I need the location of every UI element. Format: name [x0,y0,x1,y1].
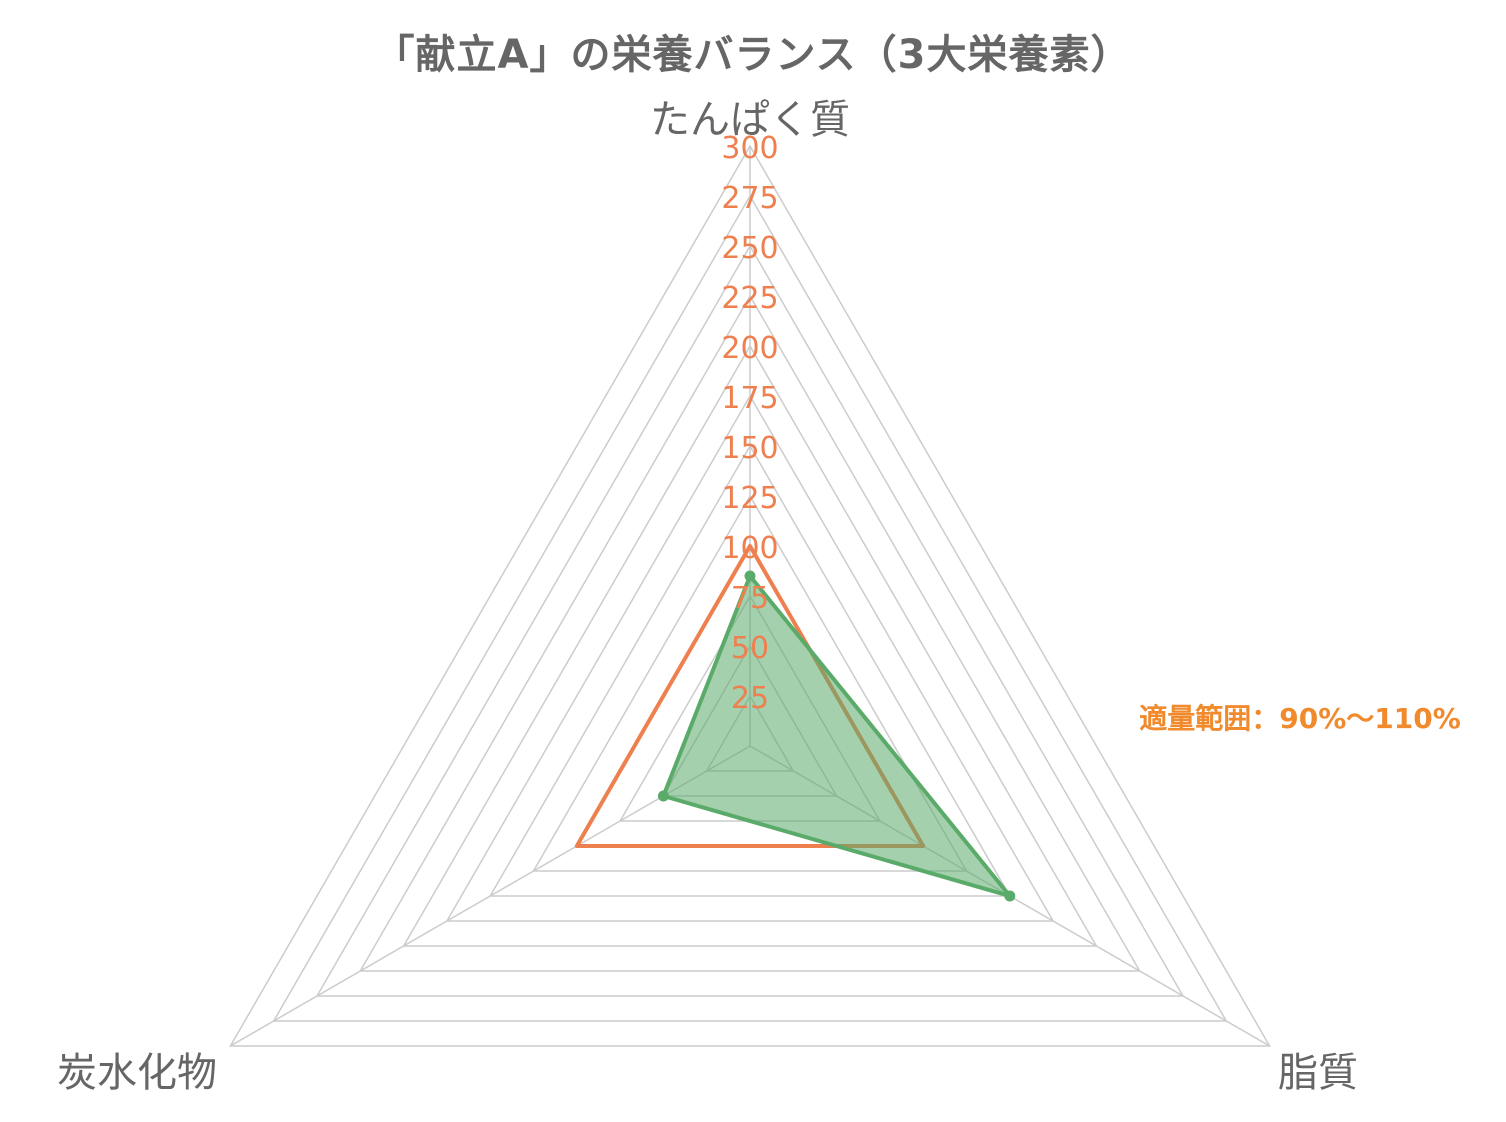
series-1-point [658,791,669,802]
axis-label: 脂質 [1278,1050,1358,1096]
tick-label: 250 [721,231,778,266]
series-1-point [1004,891,1015,902]
tick-label: 75 [731,581,769,616]
tick-label: 200 [721,331,778,366]
axis-label: 炭水化物 [57,1050,217,1096]
tick-label: 50 [731,631,769,666]
annotation-label: 適量範囲：90%〜110% [1139,702,1461,735]
tick-label: 100 [721,531,778,566]
tick-label: 125 [721,481,778,516]
tick-label: 25 [731,681,769,716]
tick-label: 150 [721,431,778,466]
axis-label: たんぱく質 [650,97,850,143]
tick-label: 225 [721,281,778,316]
tick-label: 275 [721,181,778,216]
series-1-point [745,571,756,582]
tick-label: 175 [721,381,778,416]
series-layer [577,546,1016,902]
